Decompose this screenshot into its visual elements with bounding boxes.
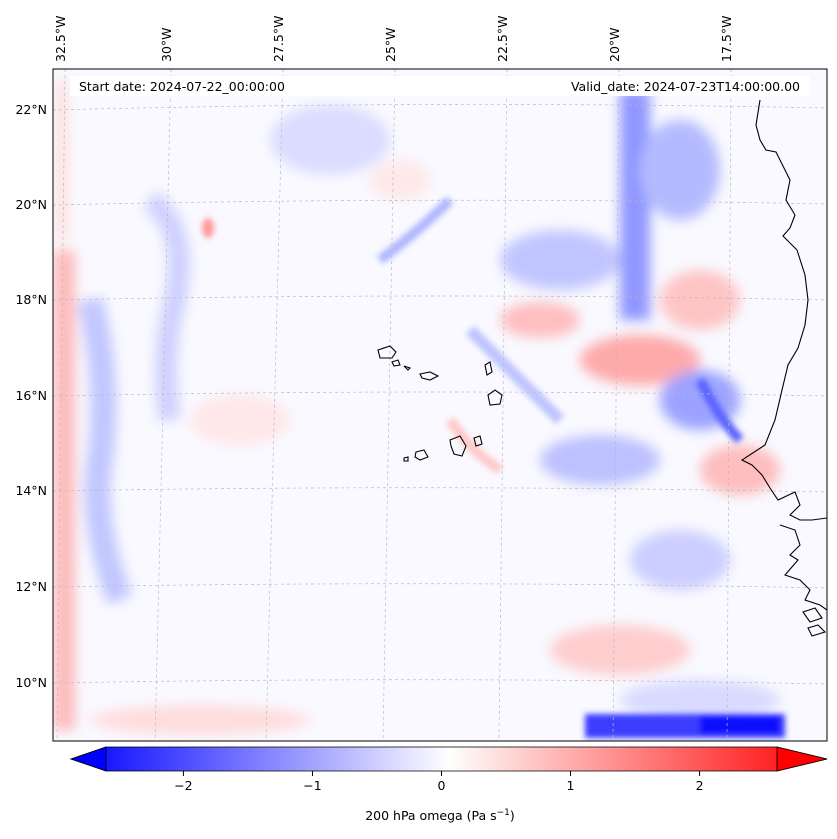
colorbar-tick-label: −2 xyxy=(174,778,192,793)
lon-label: 17.5°W xyxy=(719,16,734,62)
colorbar-tick-label: 2 xyxy=(696,778,704,793)
field-west-edge-band xyxy=(53,250,75,730)
island-sao-nicolau xyxy=(419,371,440,381)
island-fogo xyxy=(414,449,429,461)
date-label-background xyxy=(70,76,810,96)
graticule xyxy=(53,69,827,741)
lat-label: 16°N xyxy=(15,388,47,403)
plot-frame xyxy=(52,68,828,742)
lat-label: 20°N xyxy=(15,197,47,212)
field-east-red-d xyxy=(700,445,780,495)
field-diag-red xyxy=(445,417,503,475)
field-central-red xyxy=(190,395,290,445)
start-date-label: Start date: 2024-07-22_00:00:00 xyxy=(79,79,285,94)
field-west-streak-2 xyxy=(142,191,191,422)
valid-date-label: Valid_date: 2024-07-23T14:00:00.00 xyxy=(571,79,800,94)
omega-field xyxy=(53,80,785,738)
colorbar-extend-positive xyxy=(776,746,828,772)
colorbar-tick-label: −1 xyxy=(303,778,321,793)
field-west-edge-band-upper xyxy=(55,80,69,240)
field-east-red-c xyxy=(660,270,740,330)
field-east-blue-d xyxy=(540,435,660,485)
field-east-red-b xyxy=(500,302,580,338)
field-east-blue-streak xyxy=(695,377,744,444)
lon-label: 20°W xyxy=(607,27,622,62)
lat-label: 18°N xyxy=(15,292,47,307)
coast-bissagos xyxy=(802,607,823,623)
lat-label: 22°N xyxy=(15,102,47,117)
lon-label: 30°W xyxy=(159,27,174,62)
field-red-dot-west xyxy=(202,218,214,238)
lat-label: 14°N xyxy=(15,483,47,498)
colorbar-tick-label: 1 xyxy=(567,778,575,793)
coast-gambia-guinea xyxy=(779,524,827,611)
field-west-streak xyxy=(77,296,133,605)
island-maio xyxy=(473,435,483,447)
field-east-red-a xyxy=(580,335,700,385)
island-santa-luzia xyxy=(403,365,412,371)
colorbar: −2 −1 0 1 2 200 hPa omega (Pa s−1) xyxy=(69,746,828,823)
coastlines xyxy=(377,99,827,637)
island-sal xyxy=(484,361,493,376)
lon-label: 22.5°W xyxy=(495,16,510,62)
colorbar-label: 200 hPa omega (Pa s−1) xyxy=(365,808,515,823)
field-diag-blue xyxy=(376,196,454,264)
field-south-strip-core xyxy=(700,716,780,734)
lat-label: 10°N xyxy=(15,675,47,690)
field-southwest-red xyxy=(90,705,310,735)
lat-label: 12°N xyxy=(15,579,47,594)
field-north-blue xyxy=(270,105,390,175)
lon-label: 27.5°W xyxy=(271,16,286,62)
island-boa-vista xyxy=(487,389,503,406)
island-santiago xyxy=(449,435,467,457)
field-east-blue-e xyxy=(630,530,730,590)
colorbar-bar xyxy=(69,746,828,772)
coast-islands-south xyxy=(807,624,827,637)
lon-label: 25°W xyxy=(383,27,398,62)
colorbar-tick-label: 0 xyxy=(438,778,446,793)
field-diag-blue-2 xyxy=(465,325,565,425)
island-sao-vicente xyxy=(391,359,401,367)
field-east-blue-b xyxy=(500,230,620,290)
field-east-column xyxy=(620,90,650,320)
field-north-red xyxy=(370,160,430,200)
lon-label: 32.5°W xyxy=(53,16,68,62)
field-south-red xyxy=(550,625,690,675)
island-santo-antao xyxy=(377,345,397,359)
field-south-blue-haze xyxy=(620,680,780,720)
colorbar-extend-negative xyxy=(69,746,107,772)
coast-africa xyxy=(740,99,827,521)
field-east-blue-a xyxy=(640,120,720,220)
island-brava xyxy=(403,456,409,462)
